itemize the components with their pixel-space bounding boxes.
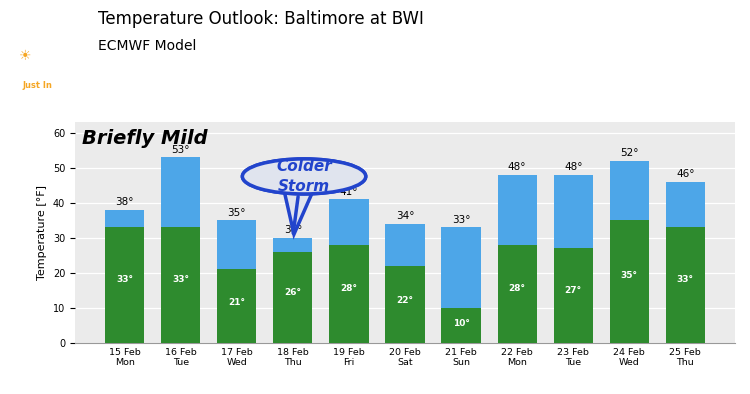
Text: 30°: 30° [284, 225, 302, 235]
Text: Briefly Mild: Briefly Mild [82, 129, 207, 148]
Bar [161, 227, 200, 343]
Text: Colder
Storm: Colder Storm [276, 159, 332, 194]
Bar [217, 269, 256, 343]
Bar [554, 248, 592, 343]
Text: 35°: 35° [227, 208, 246, 218]
Bar [442, 227, 481, 343]
Bar [666, 182, 705, 343]
Bar [273, 238, 313, 343]
Bar [554, 175, 592, 343]
Text: Weather: Weather [22, 101, 58, 110]
Text: 28°: 28° [509, 284, 526, 294]
Polygon shape [284, 192, 313, 234]
Text: 41°: 41° [340, 187, 358, 197]
Text: 34°: 34° [396, 211, 414, 221]
Text: 26°: 26° [284, 288, 302, 297]
Bar [161, 157, 200, 343]
Text: 28°: 28° [340, 284, 358, 294]
Bar [497, 245, 537, 343]
Y-axis label: Temperature [°F]: Temperature [°F] [38, 185, 47, 280]
Text: 38°: 38° [116, 197, 134, 207]
Text: 21°: 21° [228, 298, 245, 307]
Text: 46°: 46° [676, 169, 694, 179]
Text: 33°: 33° [116, 275, 134, 284]
Text: Temperature Outlook: Baltimore at BWI: Temperature Outlook: Baltimore at BWI [98, 10, 423, 28]
Text: 48°: 48° [508, 162, 526, 172]
Text: 53°: 53° [172, 145, 190, 155]
Bar [273, 252, 313, 343]
Text: 35°: 35° [621, 271, 638, 280]
Text: 22°: 22° [397, 296, 413, 305]
Ellipse shape [242, 159, 366, 194]
Text: 10°: 10° [453, 319, 470, 328]
Bar [386, 266, 424, 343]
Bar [386, 224, 424, 343]
Bar [497, 175, 537, 343]
Bar [329, 199, 368, 343]
Bar [217, 220, 256, 343]
Text: 33°: 33° [452, 215, 470, 225]
Text: ECMWF Model: ECMWF Model [98, 39, 196, 54]
Text: ☀: ☀ [19, 49, 32, 63]
Bar [610, 161, 649, 343]
Text: 33°: 33° [172, 275, 189, 284]
Bar [105, 210, 144, 343]
Bar [610, 220, 649, 343]
Text: Just In: Just In [22, 81, 53, 90]
Text: 48°: 48° [564, 162, 583, 172]
Bar [666, 227, 705, 343]
Bar [442, 308, 481, 343]
Text: 27°: 27° [565, 286, 582, 295]
Text: ❄: ❄ [49, 51, 58, 61]
Text: 33°: 33° [676, 275, 694, 284]
Bar [105, 227, 144, 343]
Ellipse shape [242, 159, 366, 194]
Bar [329, 245, 368, 343]
Text: 52°: 52° [620, 148, 638, 158]
